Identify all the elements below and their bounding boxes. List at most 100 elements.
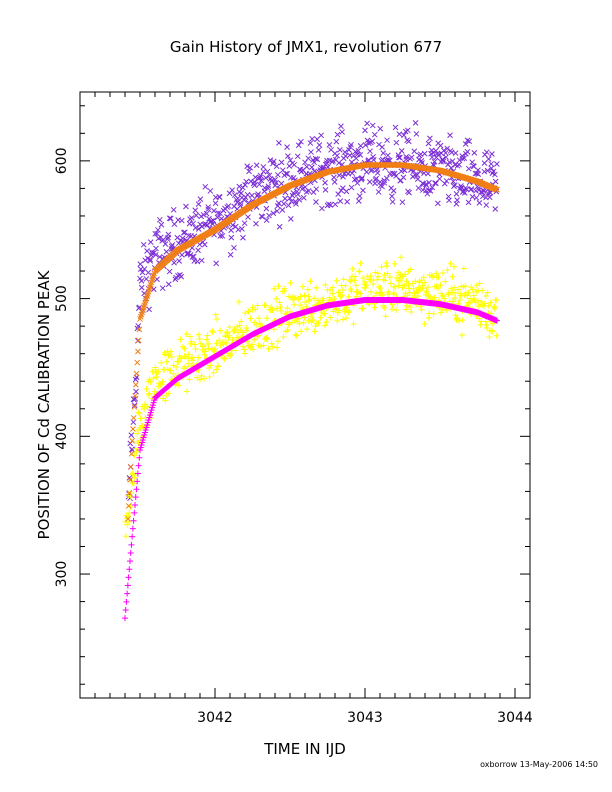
data-point bbox=[462, 141, 469, 147]
data-point bbox=[253, 220, 259, 227]
data-point bbox=[196, 336, 203, 343]
data-point bbox=[210, 217, 217, 224]
data-point bbox=[215, 363, 222, 370]
data-point bbox=[484, 324, 491, 331]
data-point bbox=[273, 179, 280, 186]
data-point bbox=[155, 368, 162, 375]
data-point bbox=[275, 283, 282, 290]
data-point bbox=[315, 320, 322, 327]
data-point bbox=[132, 445, 139, 452]
data-point bbox=[311, 328, 318, 335]
data-point bbox=[339, 129, 345, 135]
data-point bbox=[265, 185, 271, 192]
data-point bbox=[207, 188, 214, 194]
data-point bbox=[270, 210, 277, 217]
fit-point bbox=[131, 404, 138, 410]
data-point bbox=[264, 168, 271, 175]
data-point bbox=[336, 172, 343, 179]
data-point bbox=[252, 306, 259, 313]
data-point bbox=[348, 184, 355, 191]
data-point bbox=[307, 278, 314, 285]
data-point bbox=[295, 142, 302, 149]
data-point bbox=[217, 327, 224, 334]
data-point bbox=[219, 233, 226, 239]
data-point bbox=[367, 273, 374, 280]
fit-point bbox=[125, 503, 132, 509]
data-point bbox=[202, 221, 209, 227]
data-point bbox=[263, 217, 270, 224]
fit-point bbox=[133, 370, 140, 377]
fit-point bbox=[136, 454, 143, 461]
data-point bbox=[269, 307, 276, 314]
data-point bbox=[200, 211, 207, 218]
data-point bbox=[379, 144, 385, 151]
data-point bbox=[297, 301, 304, 308]
data-point bbox=[205, 345, 212, 352]
data-point bbox=[205, 206, 212, 213]
data-point bbox=[397, 277, 404, 284]
data-point bbox=[249, 306, 256, 313]
y-tick-label: 600 bbox=[54, 147, 70, 174]
data-point bbox=[490, 168, 497, 175]
data-point bbox=[469, 193, 476, 200]
fit-point bbox=[132, 381, 139, 388]
data-point bbox=[410, 285, 417, 292]
data-point bbox=[360, 275, 367, 282]
data-point bbox=[403, 302, 410, 309]
data-point bbox=[273, 295, 280, 302]
data-point bbox=[327, 202, 334, 208]
data-point bbox=[304, 286, 311, 293]
data-point bbox=[363, 169, 370, 175]
data-point bbox=[356, 193, 363, 199]
x-tick-label: 3043 bbox=[347, 710, 383, 726]
data-point bbox=[189, 354, 196, 361]
data-point bbox=[203, 210, 210, 217]
data-point bbox=[179, 252, 185, 258]
data-point bbox=[193, 212, 200, 219]
data-point bbox=[468, 186, 475, 192]
data-point bbox=[313, 186, 320, 192]
data-point bbox=[159, 378, 166, 385]
x-axis-label: TIME IN IJD bbox=[264, 740, 346, 758]
data-point bbox=[301, 314, 308, 321]
data-point bbox=[284, 305, 291, 312]
data-point bbox=[287, 216, 294, 222]
data-point bbox=[262, 302, 269, 309]
data-point bbox=[189, 254, 196, 260]
data-point bbox=[392, 283, 399, 290]
data-point bbox=[185, 360, 192, 367]
data-point bbox=[329, 290, 336, 297]
data-point bbox=[441, 295, 448, 302]
data-point bbox=[137, 261, 144, 267]
data-point bbox=[393, 139, 400, 146]
data-point bbox=[133, 388, 139, 395]
data-point bbox=[129, 471, 136, 478]
data-point bbox=[147, 378, 154, 385]
data-point bbox=[355, 147, 362, 154]
fit-point bbox=[124, 590, 131, 597]
data-point bbox=[492, 171, 498, 178]
data-point bbox=[195, 247, 201, 254]
data-point bbox=[201, 241, 208, 248]
data-point bbox=[247, 164, 253, 171]
data-point bbox=[133, 448, 140, 455]
data-point bbox=[302, 159, 308, 166]
data-point bbox=[225, 203, 232, 209]
data-point bbox=[430, 310, 437, 317]
data-point bbox=[396, 154, 402, 161]
data-point bbox=[239, 226, 245, 232]
data-point bbox=[360, 305, 367, 312]
data-point bbox=[318, 132, 325, 139]
data-point bbox=[146, 306, 152, 313]
data-point bbox=[281, 287, 288, 294]
data-point bbox=[217, 342, 224, 349]
data-point bbox=[270, 326, 277, 333]
data-point bbox=[438, 309, 445, 316]
data-point bbox=[256, 315, 263, 322]
data-point bbox=[476, 199, 483, 206]
data-point bbox=[165, 390, 172, 397]
data-point bbox=[406, 189, 412, 196]
data-point bbox=[126, 510, 133, 517]
data-point bbox=[299, 186, 306, 192]
